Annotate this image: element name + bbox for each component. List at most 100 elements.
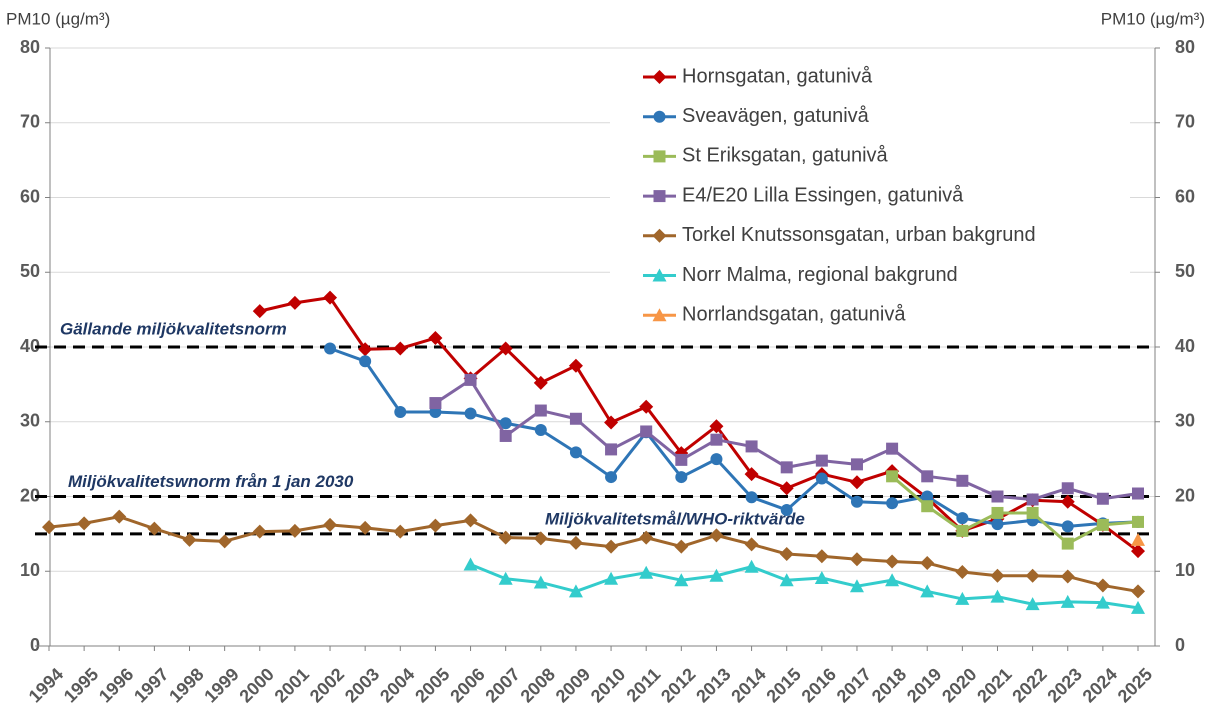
marker (534, 423, 547, 436)
marker (112, 509, 127, 524)
marker (991, 518, 1004, 531)
marker (674, 573, 689, 587)
marker (815, 472, 828, 485)
marker (652, 70, 667, 84)
marker (533, 575, 548, 589)
marker (920, 556, 935, 571)
y-tick-label: 40 (20, 336, 40, 356)
x-tick-label: 2018 (868, 664, 910, 706)
x-tick-label: 2015 (762, 664, 804, 706)
x-tick-label: 2012 (657, 664, 699, 706)
marker (1095, 578, 1110, 593)
marker (534, 404, 547, 417)
marker (652, 308, 667, 322)
y-tick-label: 60 (20, 186, 40, 206)
marker (568, 535, 583, 550)
marker (147, 521, 162, 536)
marker (780, 503, 793, 516)
marker (886, 470, 899, 483)
marker (653, 150, 666, 163)
marker (358, 342, 373, 357)
marker (464, 407, 477, 420)
x-tick-label: 1999 (200, 664, 242, 706)
marker (709, 528, 724, 543)
x-tick-label: 2014 (727, 664, 769, 706)
marker (182, 532, 197, 547)
marker (429, 397, 442, 410)
marker (323, 290, 338, 305)
marker (1061, 482, 1074, 495)
marker (1025, 568, 1040, 583)
marker (604, 539, 619, 554)
marker (885, 573, 900, 587)
marker (428, 518, 443, 533)
marker (1131, 600, 1145, 614)
marker (533, 375, 548, 390)
marker (569, 412, 582, 425)
marker (1131, 544, 1145, 559)
x-tick-label: 2001 (271, 664, 313, 706)
marker (921, 490, 934, 503)
marker (1095, 595, 1110, 609)
marker (652, 228, 667, 243)
series-line (469, 563, 1139, 610)
y-tick-label: 0 (30, 635, 40, 655)
marker (639, 565, 654, 579)
marker (358, 520, 373, 535)
marker (639, 399, 654, 414)
marker (675, 453, 688, 466)
marker (1131, 532, 1145, 546)
marker (464, 373, 477, 386)
marker (499, 417, 512, 430)
series-line (259, 296, 1139, 553)
x-tick-label: 2006 (446, 664, 488, 706)
marker (569, 446, 582, 459)
x-tick-label: 1998 (165, 664, 207, 706)
marker (463, 513, 478, 528)
marker (920, 584, 935, 598)
marker (1060, 594, 1075, 608)
marker (990, 589, 1005, 603)
marker (745, 491, 758, 504)
marker (745, 440, 758, 453)
marker (779, 573, 794, 587)
y2-tick-label: 30 (1175, 411, 1195, 431)
y2-axis-label: PM10 (µg/m³) (1101, 9, 1205, 28)
x-tick-label: 1997 (130, 664, 172, 706)
marker (533, 531, 548, 546)
series-line (329, 347, 1139, 528)
marker (1132, 487, 1144, 500)
marker (956, 524, 969, 537)
y2-tick-label: 0 (1175, 635, 1185, 655)
marker (1026, 506, 1039, 519)
marker (886, 442, 899, 455)
x-tick-label: 2007 (481, 664, 523, 706)
marker (815, 454, 828, 467)
marker (814, 549, 829, 564)
x-tick-label: 2010 (587, 664, 629, 706)
marker (955, 564, 970, 579)
reference-label: Gällande miljökvalitetsnorm (60, 319, 287, 338)
marker (1060, 569, 1075, 584)
marker (77, 516, 92, 531)
y2-tick-label: 40 (1175, 336, 1195, 356)
x-tick-label: 2020 (938, 664, 980, 706)
x-tick-label: 2019 (903, 664, 945, 706)
legend-label: Norr Malma, regional bakgrund (682, 264, 958, 286)
y2-tick-label: 70 (1175, 112, 1195, 132)
marker (956, 512, 969, 525)
marker (850, 458, 863, 471)
x-tick-label: 2005 (411, 664, 453, 706)
y-tick-label: 50 (20, 261, 40, 281)
marker (780, 461, 793, 474)
x-tick-label: 2023 (1043, 664, 1085, 706)
x-tick-label: 2011 (623, 664, 665, 706)
x-tick-label: 2002 (306, 664, 348, 706)
y2-tick-label: 10 (1175, 560, 1195, 580)
marker (498, 571, 513, 585)
y-tick-label: 80 (20, 37, 40, 57)
marker (359, 355, 372, 368)
reference-label: Miljökvalitetsmål/WHO-riktvärde (545, 509, 805, 528)
marker (1026, 493, 1039, 506)
